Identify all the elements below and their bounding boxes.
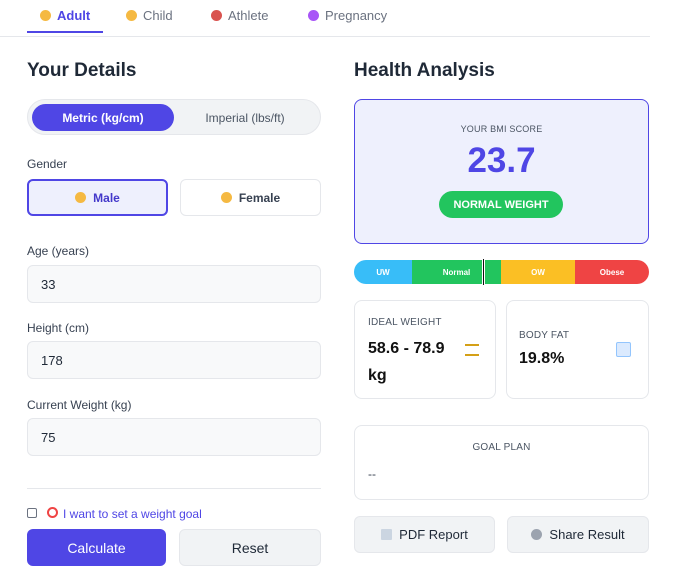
bmi-card <box>354 99 649 244</box>
text-input[interactable]: 75 <box>27 418 321 456</box>
bmi-value: 23.7 <box>467 141 536 180</box>
share-button[interactable]: Share Result <box>507 516 649 553</box>
card-value: -- <box>368 467 376 481</box>
card-label: BODY FAT <box>519 330 570 341</box>
card-value: 58.6 - 78.9 kg <box>368 340 445 384</box>
icon <box>616 342 631 357</box>
checkbox-label[interactable]: I want to set a weight goal <box>63 507 202 521</box>
tab-label: Pregnancy <box>325 8 388 23</box>
scale-segment: OW <box>501 260 575 284</box>
card-label: IDEAL WEIGHT <box>368 317 442 328</box>
tab[interactable]: Athlete <box>211 8 268 23</box>
unit-option[interactable]: Imperial (lbs/ft) <box>205 110 285 125</box>
tab-divider <box>0 36 650 37</box>
scale-segment: Obese <box>575 260 649 284</box>
section-title: Health Analysis <box>354 60 495 81</box>
reset-button[interactable]: Reset <box>179 529 321 566</box>
scale-marker <box>482 258 485 286</box>
unit-option[interactable]: Metric (kg/cm) <box>32 104 174 131</box>
icon <box>126 10 137 21</box>
icon <box>47 507 58 518</box>
field-label: Current Weight (kg) <box>27 398 132 412</box>
icon <box>531 529 543 540</box>
field-label: Gender <box>27 157 68 171</box>
bmi-label: YOUR BMI SCORE <box>460 124 543 134</box>
icon <box>220 192 232 203</box>
checkbox[interactable] <box>27 508 37 518</box>
scale-segment: Normal <box>412 260 501 284</box>
field-label: Age (years) <box>27 244 90 258</box>
text-input[interactable]: 178 <box>27 341 321 379</box>
text-input[interactable]: 33 <box>27 265 321 303</box>
tab-underline <box>27 31 103 33</box>
tab[interactable]: Adult <box>40 8 90 23</box>
gender-label: Female <box>238 190 281 205</box>
gender-label: Male <box>93 190 120 205</box>
card-label: GOAL PLAN <box>472 442 531 453</box>
scale-segment: UW <box>354 260 412 284</box>
ideal-weight-card <box>354 300 496 399</box>
icon <box>75 192 87 203</box>
tab[interactable]: Child <box>126 8 173 23</box>
goal-plan-card <box>354 425 649 500</box>
tab[interactable]: Pregnancy <box>308 8 387 23</box>
status-badge: NORMAL WEIGHT <box>439 191 563 218</box>
icon <box>308 10 319 21</box>
field-label: Height (cm) <box>27 321 90 335</box>
section-title: Your Details <box>27 60 137 81</box>
button-label: Share Result <box>549 527 625 542</box>
icon <box>465 344 479 356</box>
card-value: 19.8% <box>519 350 565 367</box>
tab-label: Adult <box>57 8 91 23</box>
icon <box>40 10 51 21</box>
button-label: PDF Report <box>399 527 468 542</box>
icon <box>211 10 222 21</box>
divider <box>27 488 321 489</box>
calculate-button[interactable]: Calculate <box>27 529 166 566</box>
icon <box>381 529 393 540</box>
gender-option[interactable]: Male <box>27 179 168 216</box>
pdf-button[interactable]: PDF Report <box>354 516 495 553</box>
tab-label: Child <box>143 8 173 23</box>
tab-label: Athlete <box>228 8 269 23</box>
gender-option[interactable]: Female <box>180 179 321 216</box>
